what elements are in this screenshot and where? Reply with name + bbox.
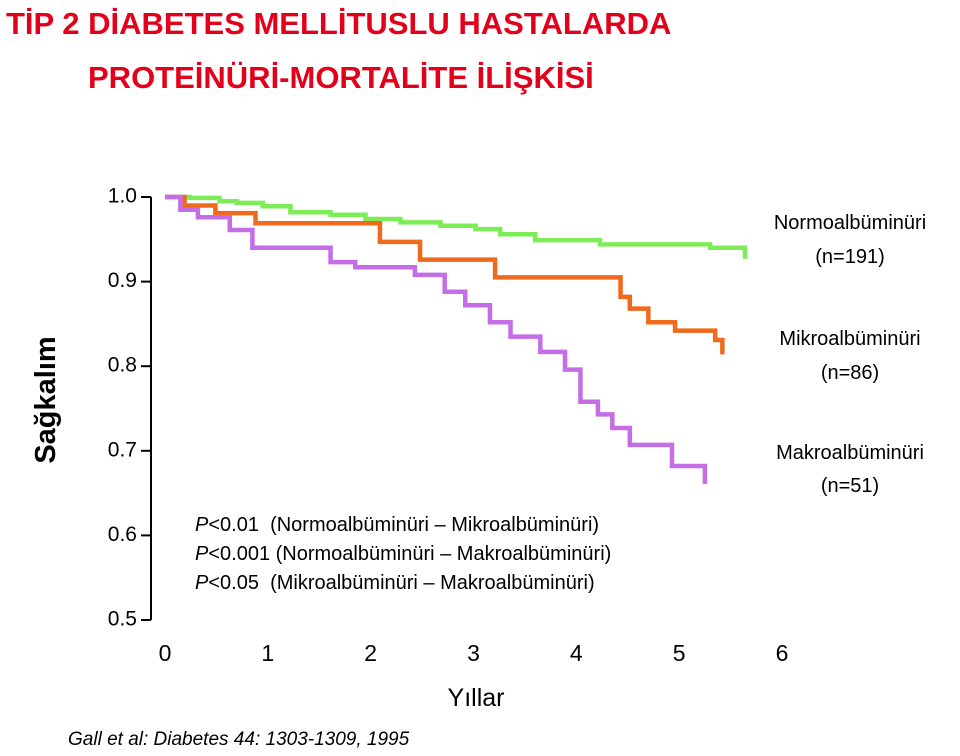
legend-count: (n=86) [821, 362, 879, 384]
annotation: P<0.05 (Mikroalbüminüri – Makroalbüminür… [195, 572, 595, 594]
survival-line [165, 194, 748, 259]
annotation-p: P [195, 543, 209, 565]
legend-count: (n=51) [821, 475, 879, 497]
legend-count: (n=191) [815, 246, 885, 268]
y-tick-label: 0.8 [108, 354, 137, 377]
x-tick-label: 3 [467, 640, 480, 666]
x-tick-label: 5 [673, 640, 686, 666]
x-tick-label: 4 [570, 640, 583, 666]
y-tick-label: 0.9 [108, 269, 137, 292]
legend-label: Mikroalbüminüri [779, 328, 920, 350]
x-tick-label: 1 [261, 640, 274, 666]
annotation-p: P [195, 514, 209, 536]
annotation: P<0.001 (Normoalbüminüri – Makroalbüminü… [195, 543, 611, 565]
survival-line [165, 194, 708, 484]
y-tick-label: 0.7 [108, 438, 137, 461]
x-tick-label: 0 [159, 640, 172, 666]
survival-line [165, 194, 725, 355]
annotation-text: <0.01 (Normoalbüminüri – Mikroalbüminüri… [208, 514, 599, 536]
chart-title: TİP 2 DİABETES MELLİTUSLU HASTALARDA [6, 6, 671, 41]
annotation-text: <0.05 (Mikroalbüminüri – Makroalbüminüri… [208, 572, 594, 594]
chart-title: PROTEİNÜRİ-MORTALİTE İLİŞKİSİ [88, 60, 594, 95]
annotation-text: <0.001 (Normoalbüminüri – Makroalbüminür… [208, 543, 611, 565]
y-tick-label: 0.6 [108, 523, 137, 546]
annotation: P<0.01 (Normoalbüminüri – Mikroalbüminür… [195, 514, 599, 536]
legend-label: Makroalbüminüri [776, 442, 924, 464]
x-tick-label: 6 [776, 640, 789, 666]
y-tick-label: 0.5 [108, 608, 137, 631]
source: Gall et al: Diabetes 44: 1303-1309, 1995 [68, 729, 410, 750]
x-tick-label: 2 [364, 640, 377, 666]
annotation-p: P [195, 572, 209, 594]
x-axis-label: Yıllar [448, 684, 505, 712]
y-tick-label: 1.0 [108, 185, 137, 208]
y-axis-label: Sağkalım [30, 336, 62, 463]
legend-label: Normoalbüminüri [774, 212, 926, 234]
